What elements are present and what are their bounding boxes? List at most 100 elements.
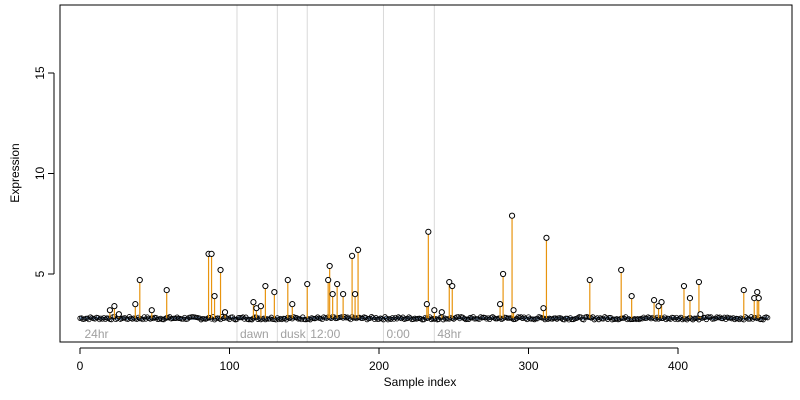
highlight-point xyxy=(221,309,229,316)
highlight-point xyxy=(431,307,438,314)
highlight-point xyxy=(250,299,257,306)
highlight-point xyxy=(289,301,296,308)
baseline-point xyxy=(249,317,255,323)
x-axis-title: Sample index xyxy=(384,375,457,389)
phase-label: 24hr xyxy=(84,327,108,341)
highlight-point xyxy=(211,293,218,300)
phase-label: 0:00 xyxy=(386,327,410,341)
baseline-point xyxy=(388,316,394,322)
baseline-point xyxy=(712,315,718,322)
highlight-point xyxy=(586,276,593,284)
highlight-point xyxy=(354,246,362,253)
highlight-point xyxy=(304,280,311,288)
highlight-point xyxy=(686,295,694,302)
x-tick-label: 0 xyxy=(77,359,84,373)
highlight-point xyxy=(340,291,347,298)
highlight-point xyxy=(348,252,356,260)
baseline-point xyxy=(518,314,524,320)
phase-label: 48hr xyxy=(437,327,461,341)
baseline-point xyxy=(294,315,300,321)
highlight-point xyxy=(754,288,761,296)
highlight-stems xyxy=(109,215,760,319)
x-tick-label: 200 xyxy=(369,359,389,373)
highlight-point xyxy=(136,276,143,284)
baseline-point xyxy=(382,314,388,320)
highlight-point xyxy=(510,307,517,314)
highlight-point xyxy=(351,291,359,298)
highlight-point xyxy=(334,280,341,288)
highlight-point xyxy=(148,307,155,314)
baseline-point xyxy=(147,316,153,322)
highlight-point xyxy=(329,291,336,298)
highlight-point xyxy=(496,301,504,308)
x-tick-label: 300 xyxy=(518,359,538,373)
highlight-point xyxy=(106,307,114,314)
highlight-point xyxy=(425,228,432,235)
phase-label: dawn xyxy=(240,327,269,341)
baseline-band xyxy=(77,314,771,323)
highlight-point xyxy=(508,212,516,219)
data-points xyxy=(106,212,762,318)
baseline-point xyxy=(542,317,548,323)
highlight-point xyxy=(618,266,625,274)
baseline-point xyxy=(720,315,726,322)
highlight-point xyxy=(438,309,445,316)
phase-labels: 24hr dawn dusk 12:00 0:00 48hr xyxy=(84,327,461,341)
baseline-point xyxy=(347,316,354,323)
baseline-point xyxy=(427,314,433,320)
highlight-point xyxy=(658,299,665,306)
highlight-point xyxy=(284,276,291,284)
highlight-point xyxy=(543,234,550,241)
highlight-point xyxy=(132,301,139,308)
baseline-point xyxy=(225,315,231,321)
highlight-point xyxy=(208,250,215,257)
baseline-point xyxy=(482,314,488,321)
baseline-point xyxy=(315,314,321,320)
highlight-point xyxy=(423,301,430,308)
y-tick-label: 15 xyxy=(33,66,47,80)
baseline-point xyxy=(620,315,626,321)
plot-frame xyxy=(59,4,793,343)
phase-dividers xyxy=(236,5,435,342)
y-tick-label: 5 xyxy=(33,270,47,277)
highlight-point xyxy=(650,297,658,304)
baseline-point xyxy=(359,315,366,322)
x-tick-label: 400 xyxy=(668,359,688,373)
highlight-point xyxy=(111,303,118,310)
highlight-point xyxy=(271,288,278,296)
highlight-point xyxy=(326,262,333,270)
baseline-point xyxy=(581,317,587,323)
baseline-point xyxy=(670,314,677,321)
highlight-point xyxy=(655,303,662,310)
highlight-point xyxy=(115,311,122,318)
highlight-point xyxy=(257,303,264,310)
highlight-point xyxy=(446,278,453,286)
baseline-point xyxy=(342,314,348,320)
baseline-point xyxy=(174,314,180,320)
highlight-point xyxy=(680,282,688,290)
highlight-point xyxy=(755,295,762,302)
highlight-point xyxy=(540,305,547,312)
highlight-point xyxy=(217,266,224,274)
y-axis: 5 10 15 xyxy=(33,66,55,277)
highlight-point xyxy=(695,278,703,286)
baseline-point xyxy=(140,316,146,323)
x-axis: 0 100 200 300 400 xyxy=(77,347,688,373)
highlight-point xyxy=(740,286,747,294)
baseline-point xyxy=(135,314,141,320)
highlight-point xyxy=(499,270,507,278)
highlight-point xyxy=(163,286,170,294)
x-tick-label: 100 xyxy=(219,359,239,373)
baseline-point xyxy=(385,317,391,323)
baseline-point xyxy=(207,314,213,321)
highlight-point xyxy=(262,282,269,290)
highlight-point xyxy=(325,276,332,284)
phase-label: dusk xyxy=(280,327,306,341)
highlight-point xyxy=(628,293,635,300)
highlight-point xyxy=(697,311,704,318)
y-tick-label: 10 xyxy=(33,167,47,181)
baseline-point xyxy=(391,316,397,322)
baseline-point xyxy=(690,317,696,323)
highlight-point xyxy=(449,282,456,290)
